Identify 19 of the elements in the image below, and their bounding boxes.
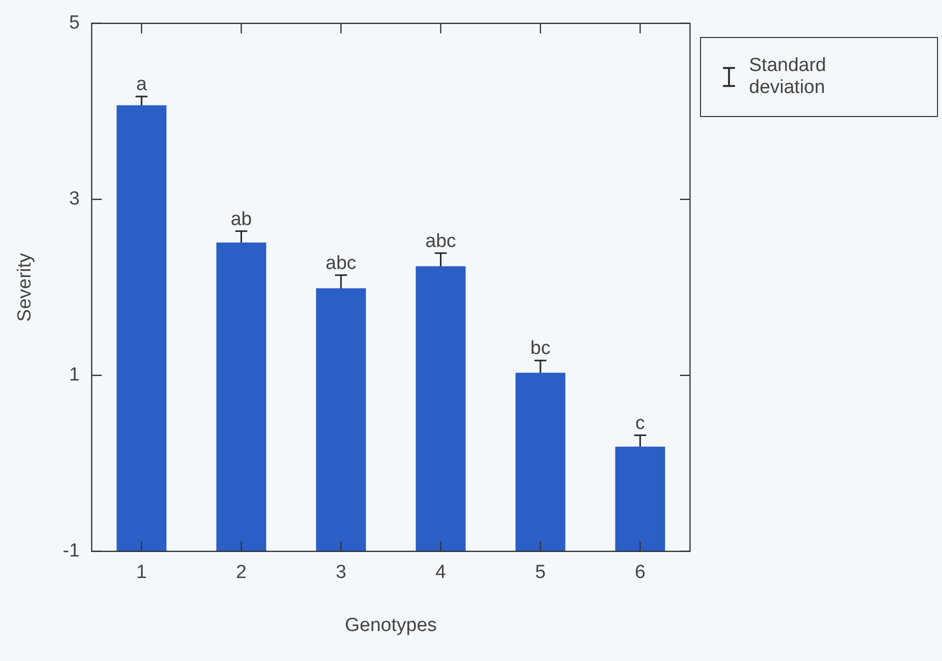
y-tick-label: 1 (69, 364, 80, 386)
y-axis-title: Severity (14, 252, 36, 322)
x-tick-label: 1 (136, 562, 147, 584)
text: Standard deviation (749, 55, 828, 99)
annotation: c (635, 412, 645, 434)
y-tick-label: -1 (62, 540, 80, 562)
annotation: a (136, 74, 148, 96)
annotation: abc (326, 252, 356, 274)
annotation: ab (230, 208, 252, 230)
x-tick-label: 3 (336, 562, 346, 584)
annotation: abc (425, 230, 456, 252)
x-axis-title: Genotypes (344, 614, 437, 636)
x-tick-label: 6 (634, 562, 646, 584)
x-tick-label: 2 (236, 562, 247, 584)
y-tick-label: 3 (69, 188, 80, 210)
x-tick-label: 4 (435, 562, 446, 584)
x-tick-label: 5 (535, 562, 546, 584)
y-tick-label: 5 (69, 12, 80, 34)
annotation: bc (530, 338, 550, 360)
